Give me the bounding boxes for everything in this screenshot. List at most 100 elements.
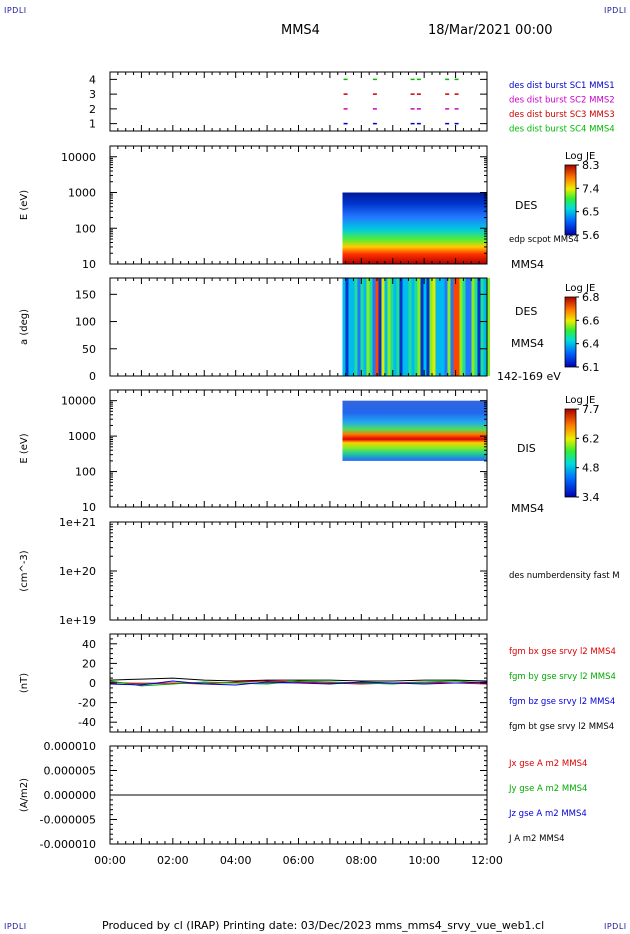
colorbar-label-des_pitch: 6.4	[582, 338, 600, 351]
pitch-spectrogram-column	[372, 278, 376, 376]
colorbar-label-des_pitch: 6.8	[582, 291, 600, 304]
pitch-spectrogram-column	[435, 278, 439, 376]
pitch-panel-ytick-label: 0	[89, 370, 96, 383]
pitch-spectrogram-column	[354, 278, 358, 376]
colorbar-label-des_pitch: 6.1	[582, 361, 600, 374]
pitch-spectrogram-column	[447, 278, 451, 376]
pitch-spectrogram-column	[396, 278, 400, 376]
pitch-spectrogram-column	[345, 278, 349, 376]
x-tick-label: 04:00	[220, 854, 252, 867]
pitch-label3: 142-169 eV	[497, 370, 561, 383]
current-panel-ytick-label: 0.000005	[44, 765, 97, 778]
colorbar-label-dis_energy: 7.7	[582, 403, 600, 416]
colorbar-label-des_pitch: 6.6	[582, 314, 600, 327]
dis-energy-panel-ylabel: E (eV)	[19, 433, 30, 463]
burst-panel-ytick-label: 4	[89, 73, 96, 86]
pitch-spectrogram-column	[471, 278, 475, 376]
pitch-spectrogram-column	[441, 278, 445, 376]
des-energy-panel-ytick-label: 100	[75, 222, 96, 235]
des-energy-panel-ylabel: E (eV)	[19, 190, 30, 220]
dis-energy-panel-ytick-label: 1000	[68, 430, 96, 443]
pitch-spectrogram-column	[369, 278, 373, 376]
legend-current-2: Jz gse A m2 MMS4	[508, 809, 587, 819]
pitch-spectrogram-column	[411, 278, 415, 376]
des-energy-label2: edp scpot MMS4	[509, 235, 579, 245]
legend-burst-sc1: des dist burst SC1 MMS1	[509, 81, 615, 91]
des-energy-label3: MMS4	[511, 258, 544, 271]
spacecraft-title: MMS4	[281, 23, 320, 38]
pitch-spectrogram-column	[360, 278, 364, 376]
des-energy-label: DES	[515, 199, 537, 212]
pitch-spectrogram-column	[342, 278, 346, 376]
fgm-panel-ytick-label: 0	[89, 677, 96, 690]
pitch-spectrogram-column	[423, 278, 427, 376]
x-tick-label: 08:00	[345, 854, 377, 867]
pitch-spectrogram-column	[402, 278, 406, 376]
pitch-spectrogram-column	[444, 278, 448, 376]
pitch-panel-ytick-label: 150	[75, 288, 96, 301]
pitch-spectrogram-column	[375, 278, 379, 376]
legend-density: des numberdensity fast M	[509, 571, 620, 581]
pitch-panel-ytick-label: 50	[82, 343, 96, 356]
x-tick-label: 06:00	[283, 854, 315, 867]
dis-energy-panel-ytick-label: 10000	[61, 395, 96, 408]
pitch-label2: MMS4	[511, 337, 544, 350]
density-panel-frame	[109, 521, 488, 621]
legend-fgm-bx: fgm bx gse srvy l2 MMS4	[509, 647, 616, 657]
pitch-spectrogram-column	[480, 278, 484, 376]
dis-energy-label: DIS	[517, 442, 536, 455]
corner-logo-br: IPDLI	[604, 922, 627, 931]
pitch-spectrogram-column	[351, 278, 355, 376]
pitch-label: DES	[515, 305, 537, 318]
current-panel-ylabel: (A/m2)	[19, 778, 30, 812]
pitch-spectrogram-column	[456, 278, 460, 376]
corner-logo-tl: IPDLI	[4, 6, 27, 15]
date-title: 18/Mar/2021 00:00	[428, 23, 553, 38]
pitch-spectrogram-column	[459, 278, 463, 376]
burst-panel-frame	[109, 71, 488, 132]
dis-energy-spectrogram	[342, 400, 487, 461]
colorbar-label-des_energy: 6.5	[582, 206, 600, 219]
corner-logo-bl: IPDLI	[4, 922, 27, 931]
legend-burst-sc3: des dist burst SC3 MMS3	[509, 110, 615, 120]
pitch-spectrogram-column	[408, 278, 412, 376]
legend-current-0: Jx gse A m2 MMS4	[508, 759, 587, 769]
x-tick-label: 00:00	[94, 854, 126, 867]
pitch-spectrogram-column	[426, 278, 430, 376]
pitch-spectrogram-column	[363, 278, 367, 376]
colorbar-des_energy	[564, 164, 577, 236]
pitch-spectrogram-column	[465, 278, 469, 376]
pitch-spectrogram-column	[420, 278, 424, 376]
colorbar-label-des_energy: 8.3	[582, 159, 600, 172]
legend-current-3: J A m2 MMS4	[508, 834, 565, 844]
density-panel-ytick-label: 1e+19	[59, 614, 96, 627]
pitch-spectrogram-column	[387, 278, 391, 376]
pitch-panel-ytick-label: 100	[75, 316, 96, 329]
des-energy-panel-ytick-label: 1000	[68, 187, 96, 200]
burst-panel-ytick-label: 3	[89, 88, 96, 101]
density-panel-ylabel: (cm^-3)	[19, 550, 30, 591]
colorbar-label-des_energy: 7.4	[582, 182, 600, 195]
legend-fgm-bz: fgm bz gse srvy l2 MMS4	[509, 697, 615, 707]
fgm-panel-ytick-label: 20	[82, 657, 96, 670]
des-energy-panel-ytick-label: 10	[82, 258, 96, 271]
pitch-spectrogram-column	[483, 278, 487, 376]
fgm-series-bt	[109, 677, 488, 682]
colorbar-label-dis_energy: 6.2	[582, 432, 600, 445]
fgm-panel-ytick-label: -20	[78, 697, 96, 710]
footer-credits: Produced by cl (IRAP) Printing date: 03/…	[102, 919, 545, 932]
pitch-spectrogram-column	[357, 278, 361, 376]
dis-energy-panel-ytick-label: 10	[82, 501, 96, 514]
current-panel-ytick-label: -0.000005	[40, 814, 96, 827]
pitch-spectrogram-column	[432, 278, 436, 376]
legend-fgm-bt: fgm bt gse srvy l2 MMS4	[509, 722, 614, 732]
x-tick-label: 02:00	[157, 854, 189, 867]
pitch-spectrogram-column	[390, 278, 394, 376]
x-tick-label: 10:00	[408, 854, 440, 867]
des-energy-panel-ytick-label: 10000	[61, 151, 96, 164]
fgm-panel-ytick-label: 40	[82, 638, 96, 651]
x-tick-label: 12:00	[471, 854, 503, 867]
legend-fgm-by: fgm by gse srvy l2 MMS4	[509, 672, 616, 682]
pitch-spectrogram-column	[462, 278, 466, 376]
pitch-spectrogram-column	[393, 278, 397, 376]
